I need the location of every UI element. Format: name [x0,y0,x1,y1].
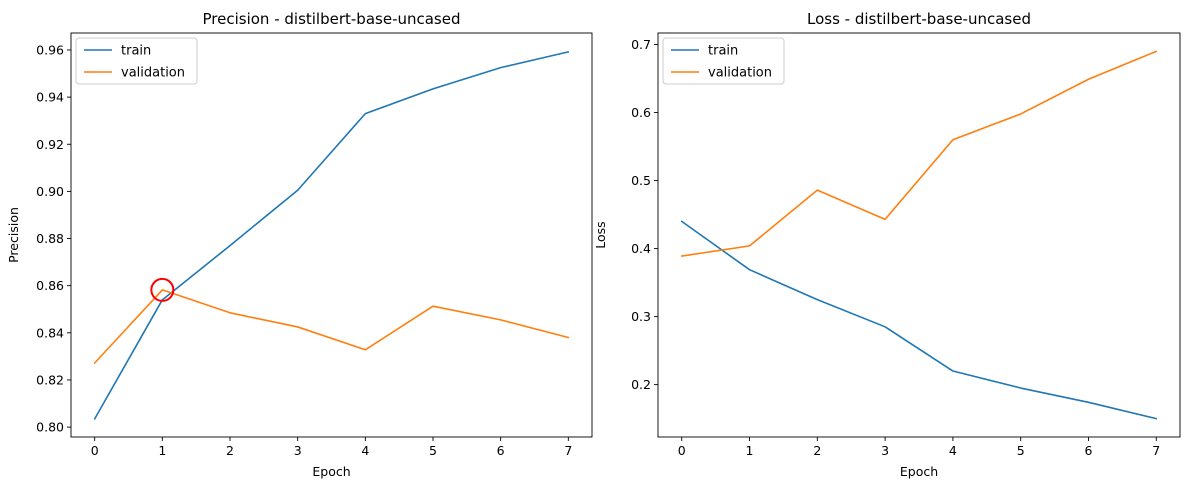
series-line-validation [680,50,1158,257]
x-tick-label: 4 [361,443,369,458]
x-tick-label: 4 [949,443,957,458]
x-tick-label: 5 [1017,443,1025,458]
series-line-train [93,51,570,420]
loss-chart: Loss - distilbert-base-uncased 0 1 2 3 4 5 6 7 0.… [593,10,1181,479]
x-tick-label: 7 [564,443,572,458]
y-tick-label: 0.3 [631,309,651,324]
x-tick-label: 5 [429,443,437,458]
legend: train validation [75,37,198,85]
y-tick-label: 0.5 [631,173,651,188]
plot-frame [657,32,1181,438]
precision-chart: Precision - distilbert-base-uncased 0 1 2 3 4… [6,10,593,479]
y-axis-label: Loss [593,221,608,248]
y-tick-label: 0.96 [36,42,64,57]
x-tick-label: 0 [91,443,99,458]
x-tick-label: 3 [881,443,889,458]
x-tick-label: 3 [294,443,302,458]
x-tick-label: 2 [226,443,234,458]
x-tick-label: 7 [1152,443,1160,458]
y-tick-label: 0.80 [36,420,64,435]
legend-label-validation: validation [121,66,185,81]
y-tick-label: 0.94 [36,90,64,105]
y-tick-label: 0.92 [36,137,64,152]
x-tick-label: 6 [1085,443,1093,458]
y-tick-label: 0.90 [36,184,64,199]
legend: train validation [662,37,785,85]
legend-label-validation: validation [708,66,772,81]
y-tick-label: 0.6 [631,105,651,120]
plot-frame [70,32,593,438]
x-tick-label: 0 [678,443,686,458]
y-tick-label: 0.4 [631,241,651,256]
x-tick-label: 1 [158,443,166,458]
y-tick-label: 0.84 [36,325,64,340]
legend-label-train: train [708,44,738,59]
legend-label-train: train [121,44,151,59]
y-tick-label: 0.86 [36,278,64,293]
chart-title: Precision - distilbert-base-uncased [203,10,461,28]
x-axis-label: Epoch [900,464,938,479]
y-tick-label: 0.88 [36,231,64,246]
x-tick-label: 6 [497,443,505,458]
series-line-train [680,220,1158,420]
y-axis-label: Precision [6,207,21,263]
x-tick-label: 2 [813,443,821,458]
x-axis-label: Epoch [312,464,350,479]
y-tick-label: 0.82 [36,372,64,387]
x-tick-label: 1 [746,443,754,458]
annotation-circle [150,277,175,302]
y-tick-label: 0.2 [631,377,651,392]
chart-title: Loss - distilbert-base-uncased [807,10,1031,28]
y-tick-label: 0.7 [631,37,651,52]
